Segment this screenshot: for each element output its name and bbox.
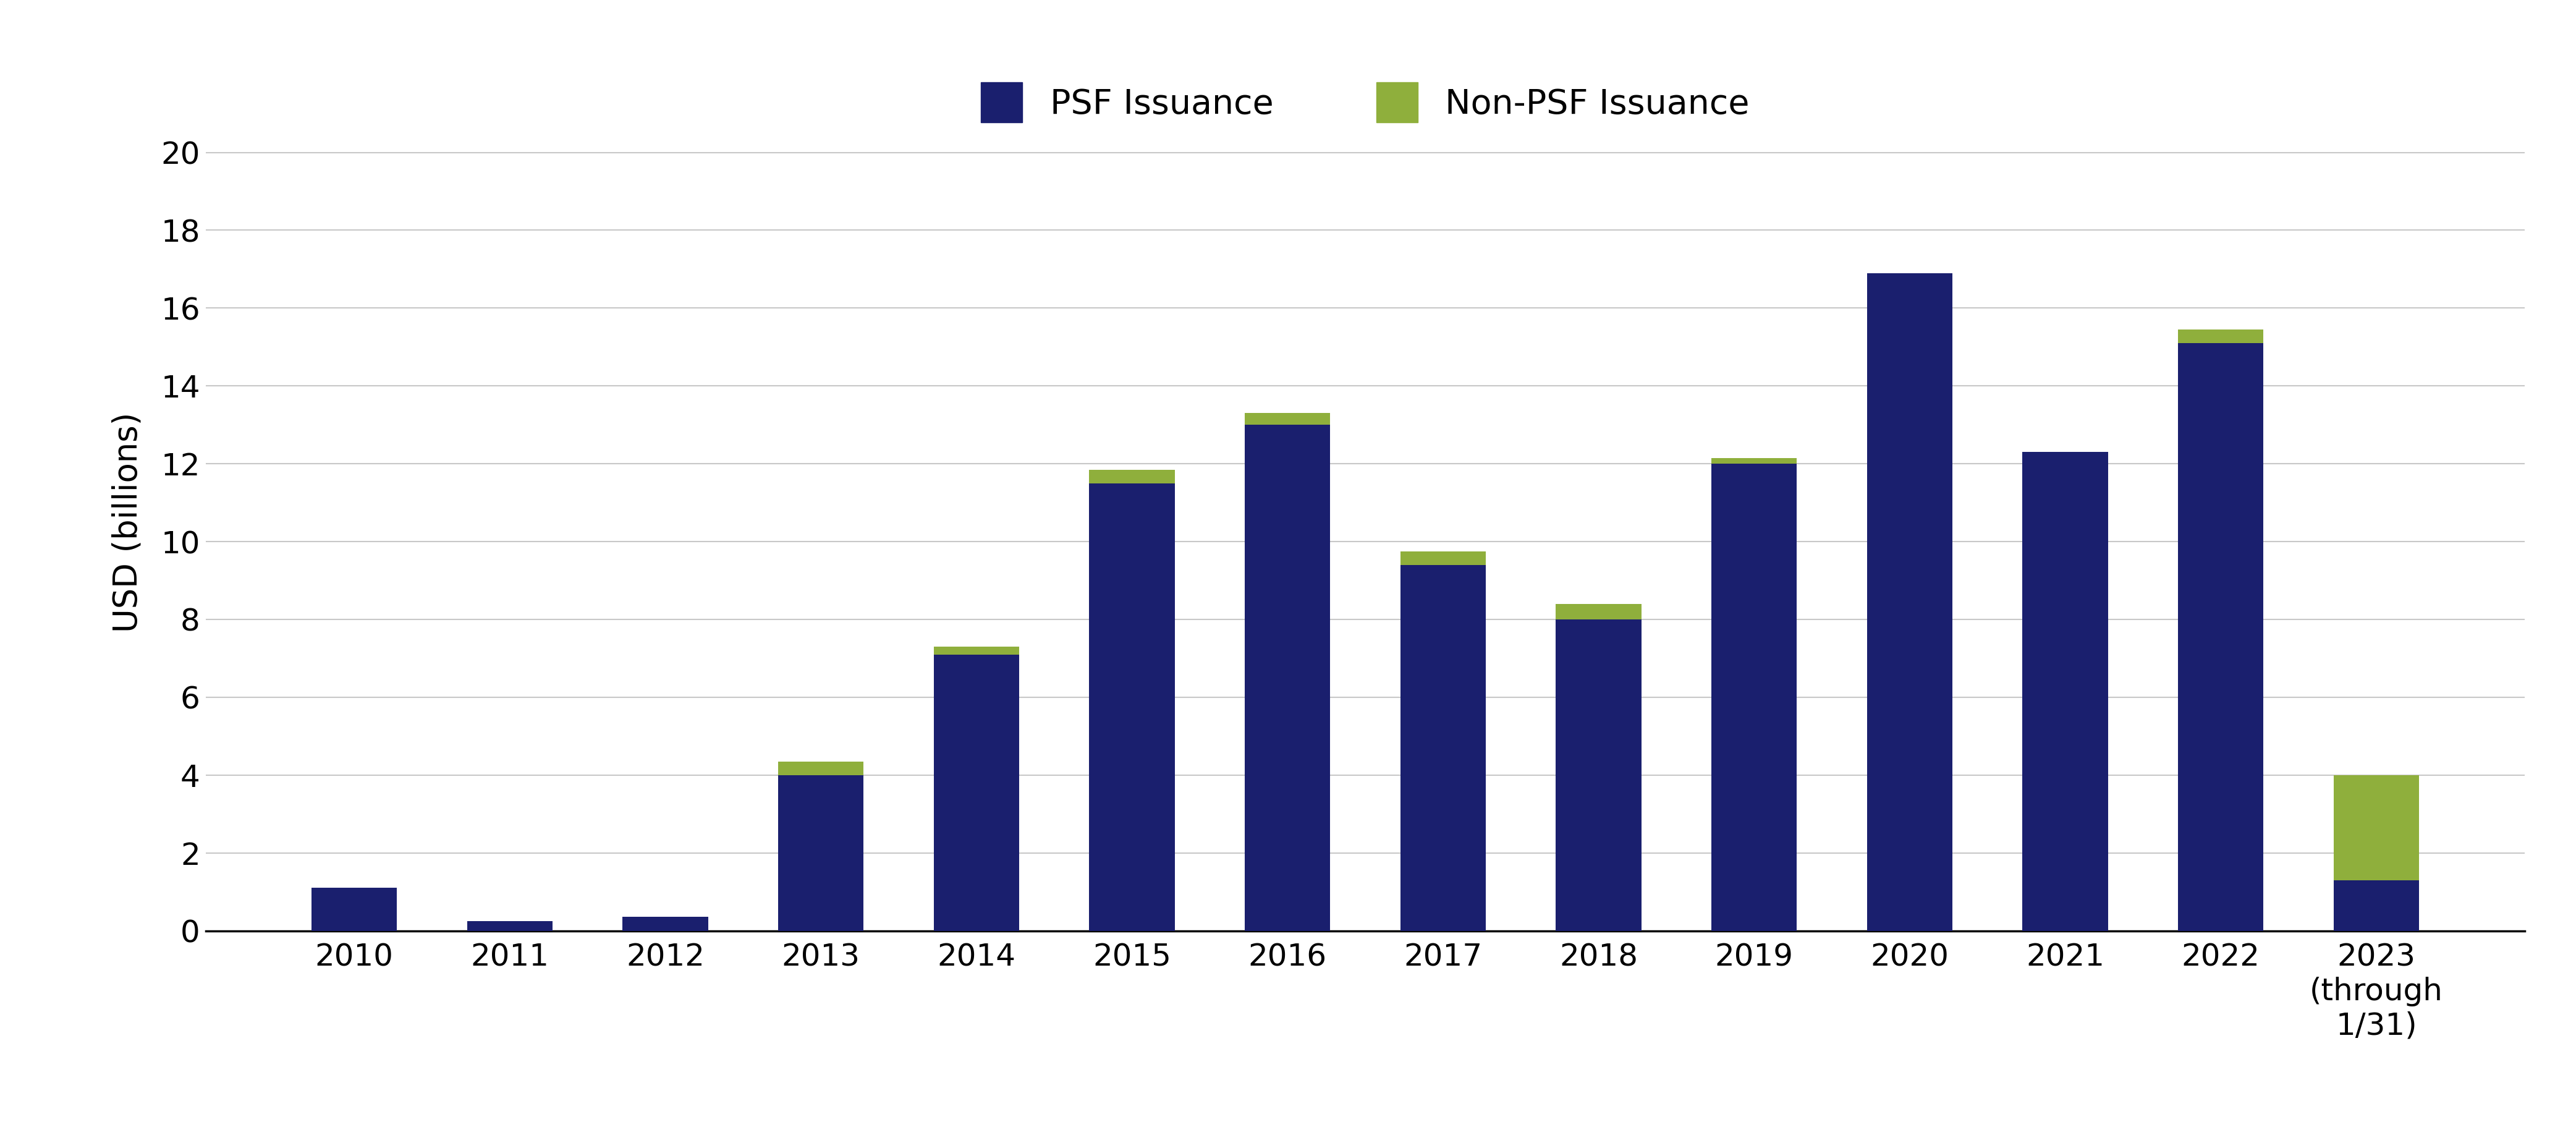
Bar bbox=[1556, 620, 1641, 931]
Bar bbox=[2334, 880, 2419, 931]
Bar bbox=[778, 775, 863, 931]
Bar bbox=[1401, 552, 1486, 565]
Bar bbox=[1090, 470, 1175, 484]
Y-axis label: USD (billions): USD (billions) bbox=[111, 412, 144, 632]
Bar bbox=[466, 920, 554, 931]
Legend: PSF Issuance, Non-PSF Issuance: PSF Issuance, Non-PSF Issuance bbox=[963, 66, 1767, 140]
Bar bbox=[1090, 484, 1175, 931]
Bar bbox=[1244, 413, 1329, 424]
Bar bbox=[2022, 452, 2107, 931]
Bar bbox=[2177, 343, 2264, 931]
Bar bbox=[778, 762, 863, 775]
Bar bbox=[623, 917, 708, 931]
Bar bbox=[1710, 457, 1798, 464]
Bar bbox=[933, 655, 1020, 931]
Bar bbox=[2177, 329, 2264, 343]
Bar bbox=[1244, 424, 1329, 931]
Bar bbox=[1556, 604, 1641, 620]
Bar bbox=[312, 888, 397, 931]
Bar bbox=[1710, 464, 1798, 931]
Bar bbox=[1868, 274, 1953, 931]
Bar bbox=[1401, 565, 1486, 931]
Bar bbox=[933, 647, 1020, 655]
Bar bbox=[2334, 775, 2419, 880]
